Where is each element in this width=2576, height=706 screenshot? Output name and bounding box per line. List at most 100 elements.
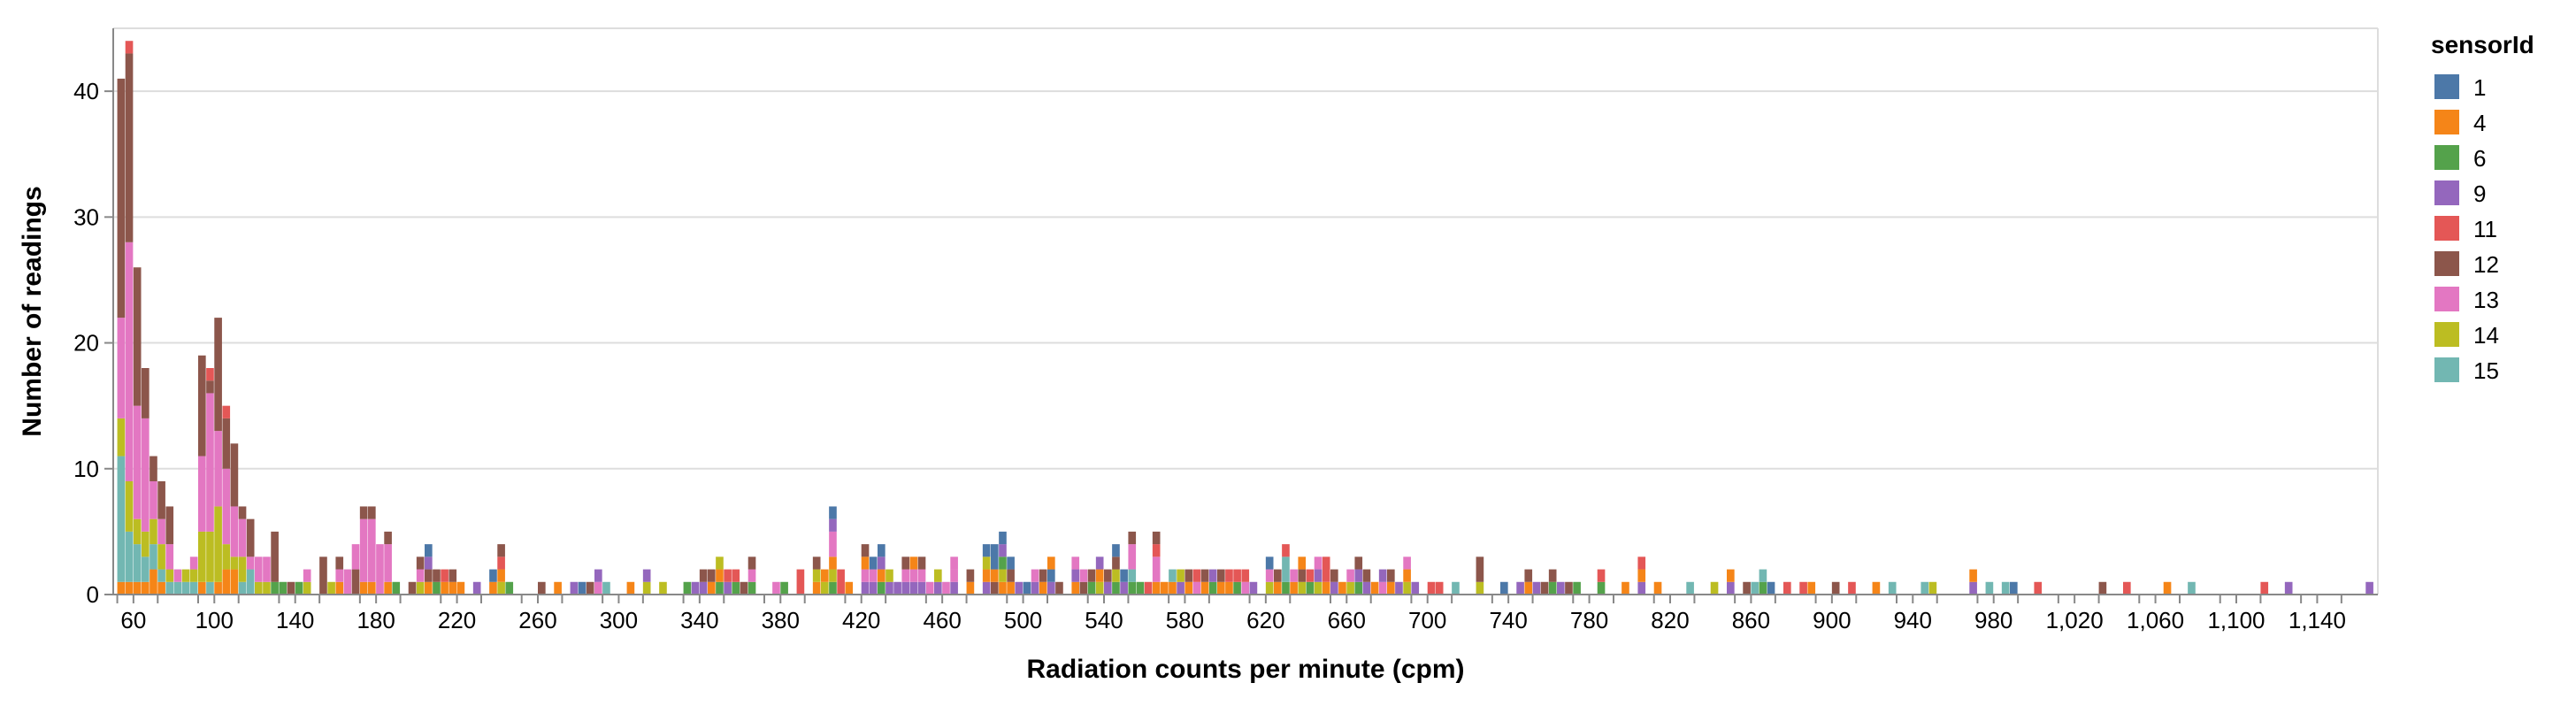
bar-segment-sensor-4	[966, 581, 975, 595]
legend-label-9: 9	[2473, 180, 2486, 207]
bar-segment-sensor-4	[1653, 581, 1662, 595]
bar-segment-sensor-4	[456, 581, 465, 595]
bar-segment-sensor-12	[165, 506, 174, 545]
x-tick-label: 1,060	[2127, 607, 2184, 633]
bar-segment-sensor-4	[1727, 569, 1735, 582]
bar-segment-sensor-13	[246, 556, 255, 570]
bar-segment-sensor-11	[2260, 581, 2269, 595]
x-tick-label: 620	[1246, 607, 1284, 633]
bar-segment-sensor-13	[343, 569, 352, 595]
x-tick-label: 300	[600, 607, 638, 633]
x-tick-label: 820	[1651, 607, 1689, 633]
x-tick-label: 1,100	[2207, 607, 2265, 633]
y-axis-title: Number of readings	[18, 186, 47, 436]
x-tick-label: 780	[1570, 607, 1608, 633]
bar-segment-sensor-1	[1112, 544, 1120, 557]
bar-segment-sensor-4	[999, 581, 1007, 595]
x-tick-label: 940	[1894, 607, 1932, 633]
bar-segment-sensor-9	[472, 581, 481, 595]
bar-segment-sensor-14	[165, 569, 174, 582]
bar-segment-sensor-14	[982, 556, 991, 570]
bar-segment-sensor-9	[1031, 581, 1039, 595]
bar-segment-sensor-9	[934, 581, 942, 595]
bar-segment-sensor-14	[255, 581, 263, 595]
bar-segment-sensor-13	[238, 518, 247, 557]
bar-segment-sensor-15	[181, 581, 190, 595]
bar-segment-sensor-14	[642, 581, 651, 595]
bar-segment-sensor-1	[578, 581, 586, 595]
bar-segment-sensor-14	[198, 531, 206, 582]
bar-segment-sensor-12	[917, 556, 926, 570]
bar-segment-sensor-6	[732, 581, 740, 595]
bar-segment-sensor-9	[1727, 581, 1735, 595]
bar-segment-sensor-9	[901, 581, 910, 595]
bar-segment-sensor-11	[1799, 581, 1807, 595]
bar-segment-sensor-11	[724, 569, 732, 582]
bar-segment-sensor-12	[206, 380, 214, 394]
bar-segment-sensor-12	[740, 581, 748, 595]
bar-segment-sensor-12	[708, 569, 716, 582]
bar-segment-sensor-4	[821, 569, 829, 582]
bar-segment-sensor-4	[861, 556, 870, 570]
bar-segment-sensor-14	[181, 569, 190, 582]
bar-segment-sensor-1	[982, 544, 991, 557]
legend-swatch-12	[2434, 251, 2459, 276]
bar-segment-sensor-4	[1622, 581, 1629, 595]
y-gridlines	[113, 27, 2379, 595]
bar-segment-sensor-15	[142, 556, 150, 582]
bar-segment-sensor-6	[829, 581, 837, 595]
bar-segment-sensor-4	[845, 581, 854, 595]
bar-segment-sensor-14	[1314, 581, 1322, 595]
bar-segment-sensor-4	[626, 581, 635, 595]
bar-segment-sensor-13	[173, 569, 182, 582]
bar-segment-sensor-6	[683, 581, 692, 595]
bar-segment-sensor-15	[1888, 581, 1897, 595]
bar-segment-sensor-9	[999, 544, 1007, 557]
bar-segment-sensor-9	[1354, 569, 1363, 582]
bar-segment-sensor-9	[1015, 581, 1024, 595]
bar-segment-sensor-9	[1395, 581, 1403, 595]
bar-segment-sensor-14	[150, 518, 157, 545]
bar-segment-sensor-13	[1346, 569, 1354, 582]
legend-swatch-6	[2434, 145, 2459, 170]
bar-segment-sensor-4	[829, 556, 837, 570]
bar-segment-sensor-14	[829, 569, 837, 582]
legend-title: sensorId	[2431, 31, 2534, 58]
x-tick-label: 100	[196, 607, 234, 633]
bar-segment-sensor-14	[1177, 569, 1184, 582]
x-tick-label: 660	[1328, 607, 1366, 633]
bar-segment-sensor-6	[1306, 581, 1315, 595]
bar-segment-sensor-14	[189, 569, 198, 582]
bar-segment-sensor-9	[829, 518, 837, 532]
bar-segment-sensor-12	[1743, 581, 1751, 595]
bar-segment-sensor-15	[1751, 581, 1760, 595]
bar-segment-sensor-12	[287, 581, 295, 595]
bar-segment-sensor-11	[796, 569, 805, 595]
bar-segment-sensor-9	[1516, 581, 1524, 595]
bar-segment-sensor-14	[263, 581, 271, 595]
bar-segment-sensor-13	[189, 556, 198, 570]
bar-segment-sensor-13	[1152, 556, 1161, 582]
bar-segment-sensor-12	[1298, 569, 1307, 582]
bar-segment-sensor-12	[198, 355, 206, 457]
bar-segment-sensor-1	[999, 531, 1007, 545]
bar-segment-sensor-15	[1759, 569, 1767, 582]
bar-segment-sensor-14	[1265, 581, 1274, 595]
bar-segment-sensor-13	[376, 544, 384, 595]
bar-segment-sensor-14	[497, 581, 505, 595]
bar-segment-sensor-15	[2001, 581, 2010, 595]
bar-segment-sensor-12	[214, 318, 222, 432]
bar-segment-sensor-12	[1184, 569, 1193, 582]
bar-segment-sensor-6	[1128, 581, 1137, 595]
bar-segment-sensor-13	[384, 544, 392, 582]
bar-segment-sensor-12	[1104, 569, 1112, 582]
bar-segment-sensor-4	[909, 556, 918, 570]
bar-segment-sensor-15	[165, 581, 174, 595]
bar-segment-sensor-1	[1265, 556, 1274, 570]
bar-segment-sensor-12	[1274, 569, 1282, 582]
bar-segment-sensor-12	[222, 418, 231, 469]
bar-segment-sensor-9	[1047, 581, 1055, 595]
bar-segment-sensor-14	[1403, 581, 1411, 595]
bar-segment-sensor-15	[1985, 581, 1994, 595]
bar-segment-sensor-13	[1241, 581, 1250, 595]
